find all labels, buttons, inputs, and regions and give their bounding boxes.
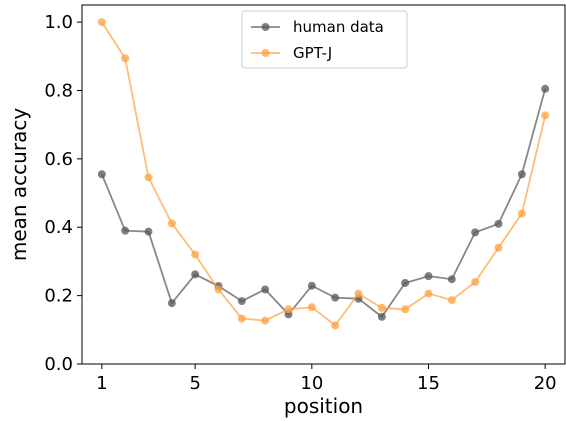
data-point <box>307 303 316 312</box>
data-point <box>167 219 176 228</box>
data-point <box>331 321 340 330</box>
data-point <box>401 278 410 287</box>
data-point <box>377 303 386 312</box>
data-point <box>331 293 340 302</box>
data-point <box>97 170 106 179</box>
data-point <box>447 296 456 305</box>
data-point <box>517 170 526 179</box>
data-point <box>97 18 106 27</box>
plot-content <box>97 18 550 330</box>
y-axis-ticks: 0.0 0.2 0.4 0.6 0.8 1.0 <box>44 12 82 375</box>
y-tick-label: 0.2 <box>44 286 73 307</box>
data-point <box>377 312 386 321</box>
data-point <box>144 173 153 182</box>
data-point <box>191 270 200 279</box>
data-point <box>424 272 433 281</box>
data-point <box>261 316 270 325</box>
y-tick-label: 1.0 <box>44 12 73 33</box>
data-point <box>307 281 316 290</box>
data-point <box>541 84 550 93</box>
data-point <box>121 54 130 63</box>
legend-box <box>241 10 408 69</box>
series-1 <box>97 18 550 330</box>
data-point <box>237 297 246 306</box>
legend-entry: human data <box>251 18 384 36</box>
x-tick-label: 5 <box>189 373 200 394</box>
data-point <box>471 277 480 286</box>
data-point <box>517 209 526 218</box>
legend-label: GPT-J <box>293 44 332 62</box>
series-line <box>101 21 547 327</box>
plot-frame <box>81 4 566 365</box>
data-point <box>354 289 363 298</box>
y-axis-label: mean accuracy <box>7 108 31 261</box>
y-tick-label: 0.0 <box>44 354 73 375</box>
data-point <box>191 250 200 259</box>
data-point <box>237 314 246 323</box>
data-point <box>471 228 480 237</box>
data-point <box>494 243 503 252</box>
data-point <box>214 285 223 294</box>
data-point <box>424 289 433 298</box>
data-point <box>541 111 550 120</box>
legend-marker <box>261 49 270 57</box>
x-tick-label: 10 <box>300 373 323 394</box>
x-axis-ticks: 1 5 10 15 20 <box>96 364 557 394</box>
y-tick-label: 0.8 <box>44 80 73 101</box>
y-tick-label: 0.6 <box>44 149 73 170</box>
data-point <box>121 226 130 235</box>
y-tick-label: 0.4 <box>44 217 73 238</box>
data-point <box>144 227 153 236</box>
data-point <box>401 305 410 314</box>
series-0 <box>97 84 550 321</box>
x-tick-label: 20 <box>534 373 557 394</box>
data-point <box>261 285 270 294</box>
x-tick-label: 1 <box>96 373 107 394</box>
series-line <box>101 88 547 319</box>
legend-entry: GPT-J <box>251 44 332 62</box>
legend-label: human data <box>293 18 384 36</box>
data-point <box>284 305 293 314</box>
legend: human data GPT-J <box>241 10 408 69</box>
data-point <box>447 275 456 284</box>
data-point <box>494 219 503 228</box>
data-point <box>167 299 176 308</box>
legend-marker <box>261 23 270 31</box>
x-axis-label: position <box>284 394 363 418</box>
x-tick-label: 15 <box>417 373 440 394</box>
